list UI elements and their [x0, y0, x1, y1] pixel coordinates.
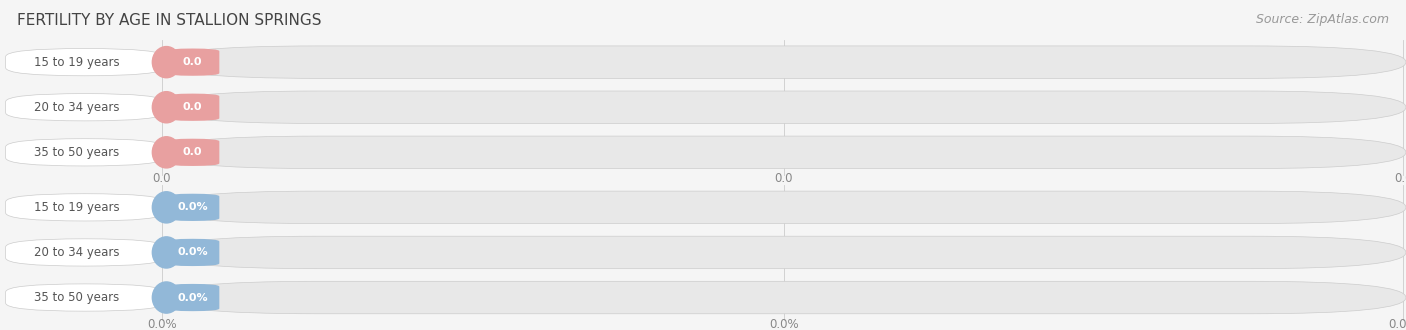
- Ellipse shape: [152, 192, 180, 223]
- FancyBboxPatch shape: [162, 136, 1406, 169]
- Text: 0.0%: 0.0%: [177, 248, 208, 257]
- Text: 15 to 19 years: 15 to 19 years: [34, 201, 120, 214]
- FancyBboxPatch shape: [166, 284, 219, 311]
- Text: Source: ZipAtlas.com: Source: ZipAtlas.com: [1256, 13, 1389, 26]
- Text: 0.0: 0.0: [183, 102, 202, 112]
- FancyBboxPatch shape: [6, 239, 165, 266]
- Text: 0.0%: 0.0%: [1388, 317, 1406, 330]
- FancyBboxPatch shape: [162, 236, 1406, 269]
- FancyBboxPatch shape: [166, 139, 219, 166]
- Text: 35 to 50 years: 35 to 50 years: [34, 291, 120, 304]
- Ellipse shape: [152, 137, 180, 168]
- Text: 0.0%: 0.0%: [177, 292, 208, 303]
- FancyBboxPatch shape: [166, 94, 219, 121]
- Text: 0.0: 0.0: [183, 57, 202, 67]
- FancyBboxPatch shape: [6, 49, 165, 76]
- FancyBboxPatch shape: [162, 46, 1406, 79]
- Text: 0.0%: 0.0%: [146, 317, 177, 330]
- Text: 15 to 19 years: 15 to 19 years: [34, 56, 120, 69]
- Text: 0.0%: 0.0%: [769, 317, 799, 330]
- FancyBboxPatch shape: [166, 239, 219, 266]
- FancyBboxPatch shape: [162, 281, 1406, 314]
- Ellipse shape: [152, 92, 180, 123]
- Text: 0.0: 0.0: [1393, 172, 1406, 185]
- FancyBboxPatch shape: [166, 194, 219, 221]
- FancyBboxPatch shape: [162, 91, 1406, 123]
- Ellipse shape: [152, 237, 180, 268]
- FancyBboxPatch shape: [6, 194, 165, 221]
- FancyBboxPatch shape: [162, 191, 1406, 224]
- Text: 0.0: 0.0: [183, 147, 202, 157]
- FancyBboxPatch shape: [6, 94, 165, 121]
- Ellipse shape: [152, 282, 180, 313]
- Text: 20 to 34 years: 20 to 34 years: [34, 246, 120, 259]
- Text: 20 to 34 years: 20 to 34 years: [34, 101, 120, 114]
- Text: 0.0: 0.0: [152, 172, 172, 185]
- Ellipse shape: [152, 47, 180, 78]
- Text: 35 to 50 years: 35 to 50 years: [34, 146, 120, 159]
- Text: FERTILITY BY AGE IN STALLION SPRINGS: FERTILITY BY AGE IN STALLION SPRINGS: [17, 13, 322, 28]
- FancyBboxPatch shape: [166, 49, 219, 76]
- FancyBboxPatch shape: [6, 284, 165, 311]
- FancyBboxPatch shape: [6, 139, 165, 166]
- Text: 0.0: 0.0: [775, 172, 793, 185]
- Text: 0.0%: 0.0%: [177, 202, 208, 212]
